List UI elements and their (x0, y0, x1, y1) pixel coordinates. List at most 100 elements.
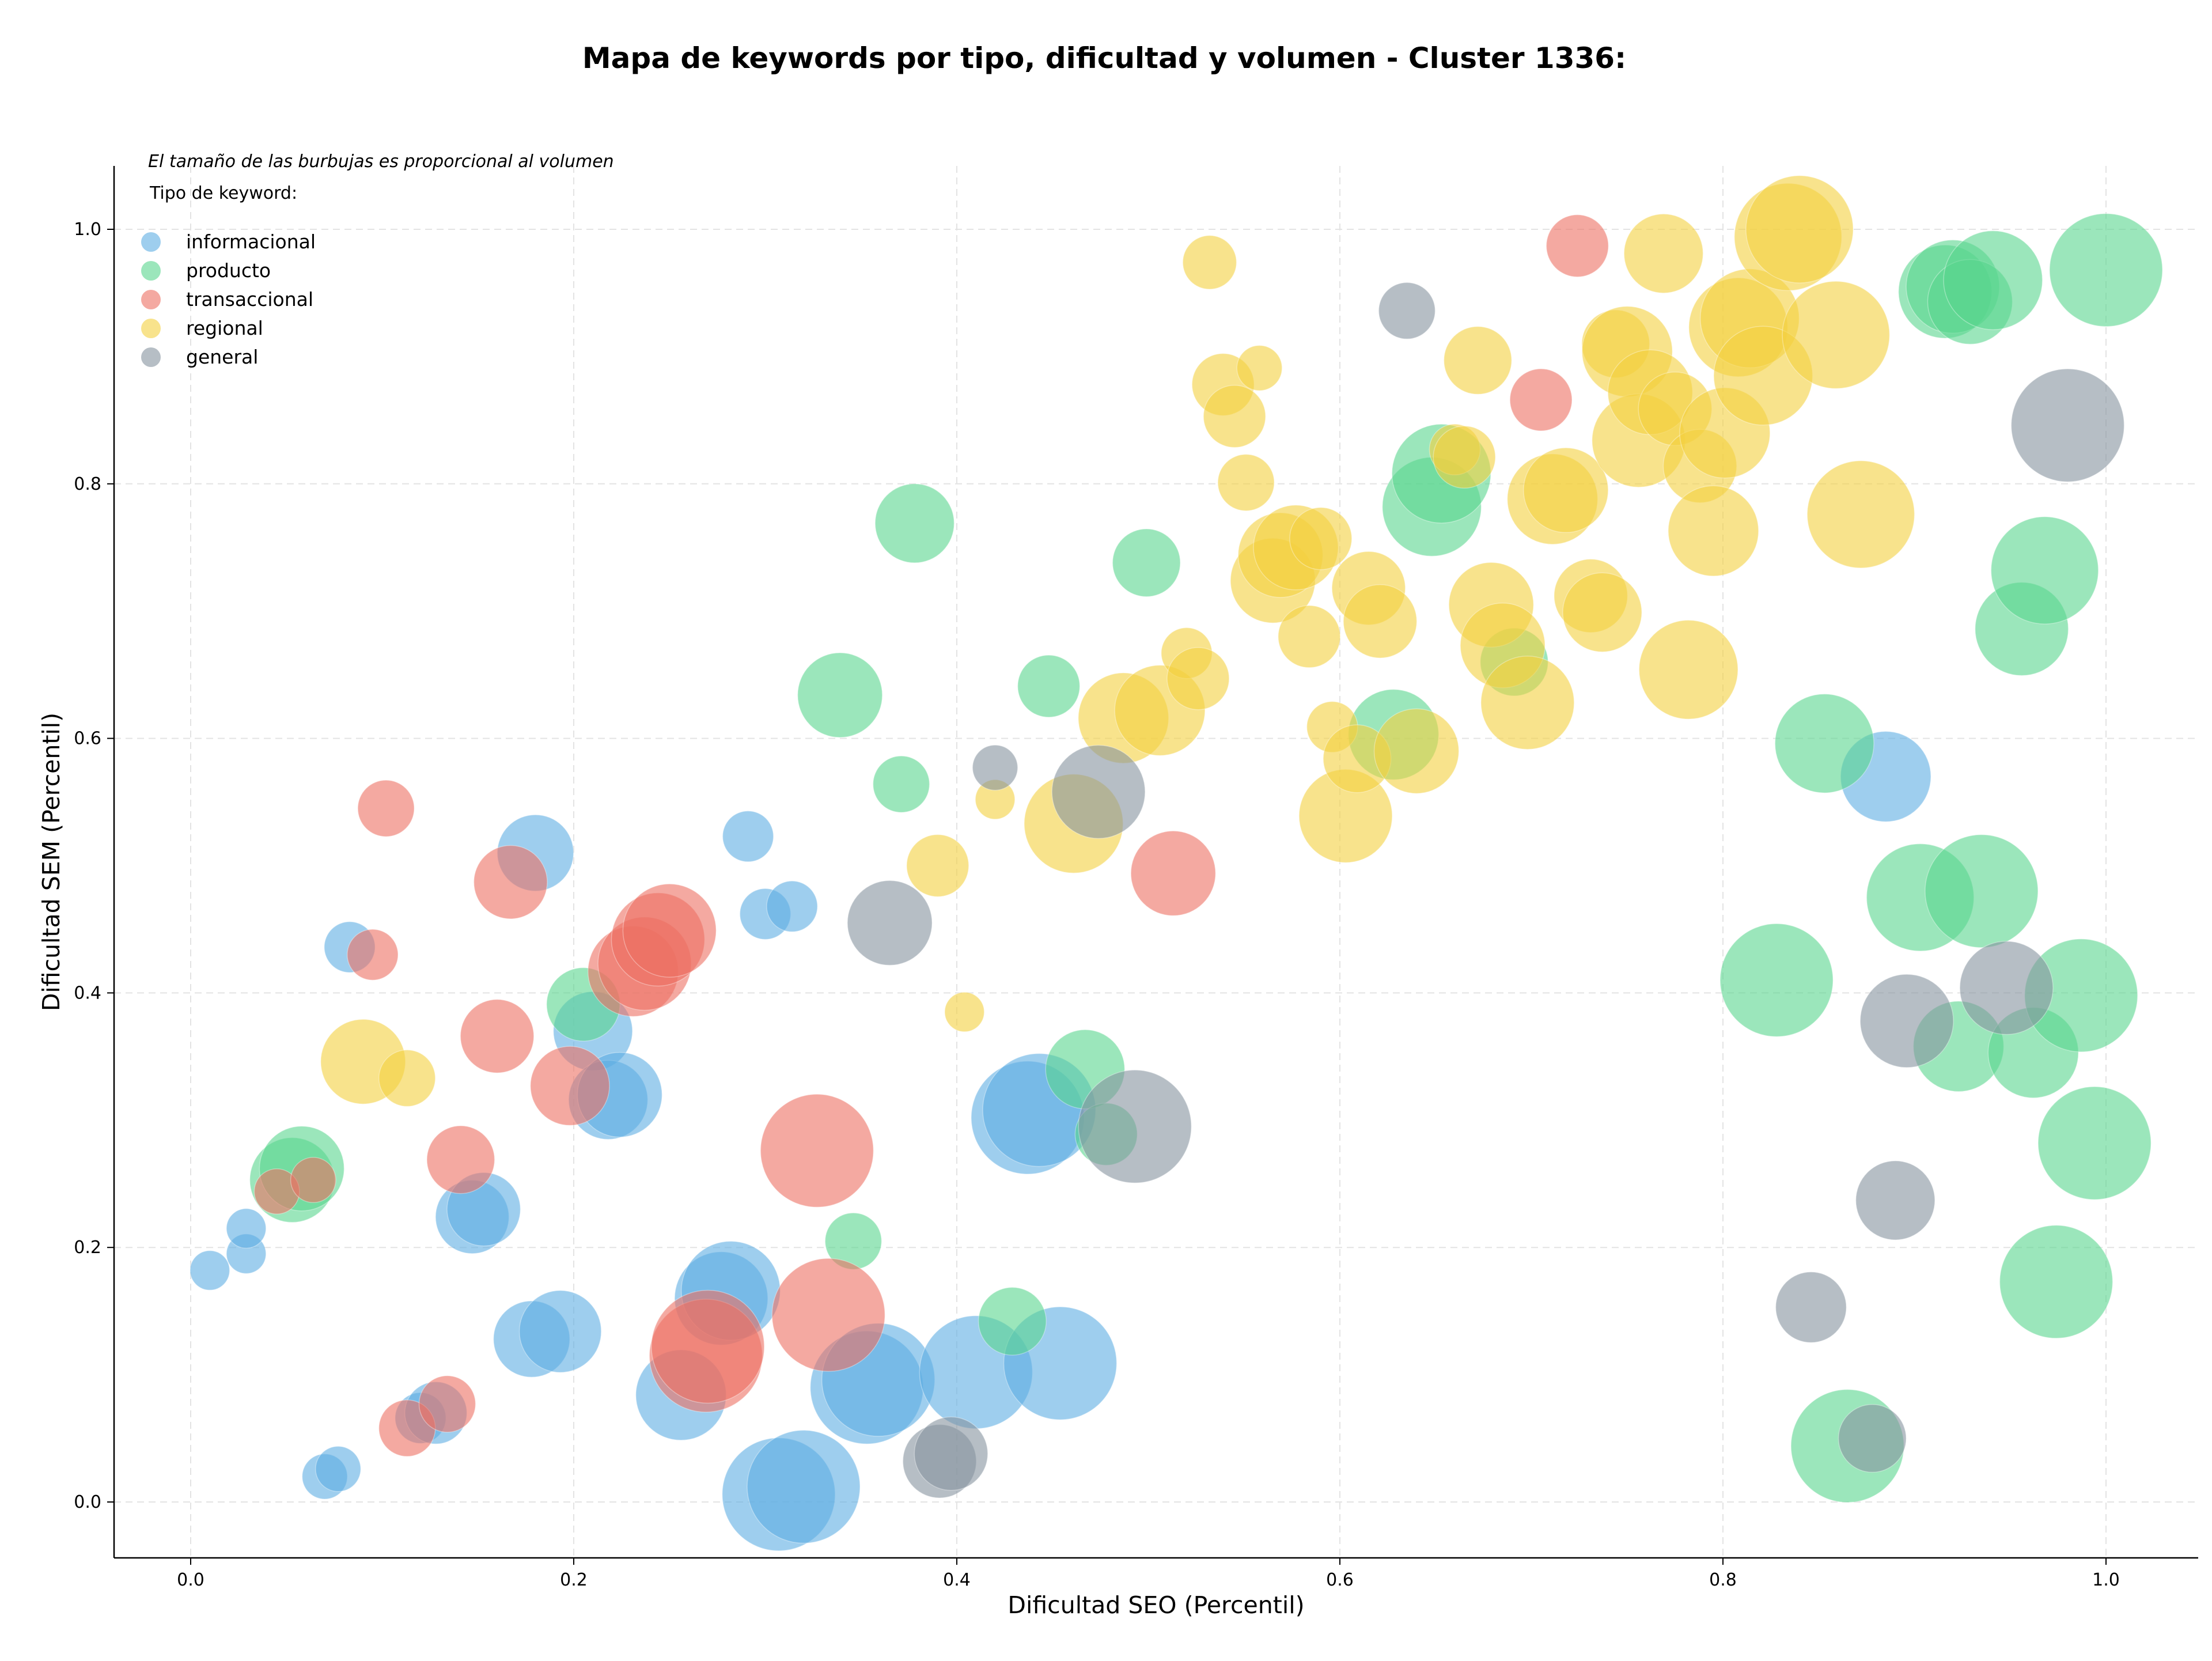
bubble-regional (1373, 708, 1460, 794)
bubble-regional (1236, 345, 1283, 391)
bubble-general (1051, 744, 1146, 839)
bubble-transaccional (426, 1125, 495, 1194)
bubble-transaccional (760, 1094, 874, 1208)
bubble-producto (2049, 213, 2163, 327)
bubble-regional (1217, 453, 1275, 512)
bubble-producto (2037, 1086, 2152, 1200)
y-tick-label: 0.6 (74, 729, 101, 749)
bubble-informacional (315, 1446, 361, 1492)
bubble-general (914, 1416, 988, 1491)
y-tick-label: 1.0 (74, 220, 101, 240)
legend: Tipo de keyword: informacional producto tr… (141, 183, 316, 368)
bubble-transaccional (1546, 214, 1609, 278)
bubbles-layer (190, 175, 2163, 1552)
bubble-informacional (190, 1250, 230, 1291)
bubble-regional (378, 1049, 436, 1107)
bubble-general (1078, 1069, 1192, 1184)
legend-title: Tipo de keyword: (149, 183, 297, 203)
bubble-transaccional (290, 1157, 336, 1204)
bubble-regional (1166, 647, 1230, 710)
bubble-transaccional (347, 929, 399, 981)
bubble-transaccional (418, 1375, 476, 1433)
bubble-producto (1999, 1225, 2113, 1339)
bubble-informacional (722, 810, 774, 862)
legend-label-transaccional: transaccional (186, 288, 313, 311)
x-tick-label: 1.0 (2092, 1570, 2120, 1590)
bubble-regional (1443, 326, 1512, 395)
bubble-transaccional (530, 1046, 610, 1126)
bubble-regional (1523, 447, 1609, 534)
legend-label-regional: regional (186, 317, 263, 339)
bubble-regional (1745, 175, 1854, 283)
bubble-transaccional (357, 780, 415, 837)
bubble-general (1775, 1271, 1847, 1344)
bubble-regional (1203, 385, 1266, 448)
bubble-producto (1112, 528, 1181, 597)
bubble-transaccional (771, 1258, 885, 1372)
bubble-regional (1480, 656, 1575, 750)
bubble-regional (1623, 213, 1704, 294)
bubble-general (847, 880, 933, 966)
bubble-transaccional (1509, 368, 1573, 432)
legend-label-general: general (186, 346, 258, 368)
bubble-regional (1182, 235, 1237, 290)
y-tick-label: 0.4 (74, 983, 101, 1003)
bubble-regional (1289, 507, 1353, 570)
legend-marker-general (141, 347, 161, 367)
bubble-regional (906, 834, 969, 898)
x-tick-label: 0.4 (943, 1570, 971, 1590)
x-tick-label: 0.2 (560, 1570, 588, 1590)
y-tick-label: 0.0 (74, 1492, 101, 1512)
legend-marker-producto (141, 261, 161, 281)
legend-marker-informacional (141, 232, 161, 252)
bubble-regional (1278, 605, 1341, 668)
bubble-regional (944, 992, 985, 1032)
bubble-regional (1638, 619, 1738, 720)
bubble-regional (1562, 572, 1642, 653)
bubble-producto (1719, 923, 1834, 1038)
bubble-producto (874, 483, 955, 563)
chart-title: Mapa de keywords por tipo, dificultad y … (582, 41, 1626, 75)
x-axis-label: Dificultad SEO (Percentil) (1007, 1591, 1304, 1619)
bubble-producto (872, 755, 930, 813)
tick-layer: 0.0 0.0 0.2 0.2 0.4 0.4 0.6 0.6 0.8 0.8 1.0 1.0 (74, 220, 2120, 1590)
bubble-transaccional (651, 1289, 765, 1404)
bubble-regional (1782, 281, 1891, 389)
bubble-general (1378, 282, 1436, 340)
bubble-informacional (747, 1429, 861, 1544)
bubble-regional (1668, 485, 1759, 577)
bubble-regional (1433, 425, 1496, 489)
x-tick-label: 0.0 (177, 1570, 204, 1590)
bubble-regional (1343, 584, 1418, 659)
legend-label-producto: producto (186, 259, 271, 282)
bubble-transaccional (460, 999, 535, 1073)
bubble-regional (1806, 460, 1915, 569)
bubble-general (1959, 940, 2054, 1035)
bubble-producto (1774, 693, 1874, 793)
y-tick-label: 0.2 (74, 1238, 101, 1258)
x-tick-label: 0.6 (1326, 1570, 1354, 1590)
bubble-producto (1943, 230, 2043, 330)
bubble-transaccional (473, 845, 548, 920)
bubble-informacional (518, 1290, 602, 1373)
x-tick-label: 0.8 (1709, 1570, 1737, 1590)
bubble-transaccional (1130, 830, 1216, 917)
bubble-producto (797, 652, 883, 738)
bubble-transaccional (622, 883, 717, 978)
bubble-producto (978, 1287, 1047, 1356)
bubble-informacional (226, 1208, 267, 1249)
bubble-general (1855, 1160, 1936, 1240)
legend-marker-regional (141, 319, 161, 338)
bubble-producto (1925, 834, 2039, 948)
bubble-general (2010, 368, 2125, 482)
bubble-producto (1017, 654, 1081, 718)
bubble-producto (1990, 516, 2099, 625)
bubble-general (972, 744, 1018, 791)
legend-label-informacional: informacional (186, 230, 316, 253)
size-note: El tamaño de las burbujas es proporciona… (148, 152, 614, 172)
y-axis-label: Dificultad SEM (Percentil) (37, 713, 65, 1011)
legend-marker-transaccional (141, 290, 161, 309)
bubble-general (1838, 1404, 1907, 1473)
y-tick-label: 0.8 (74, 474, 101, 494)
